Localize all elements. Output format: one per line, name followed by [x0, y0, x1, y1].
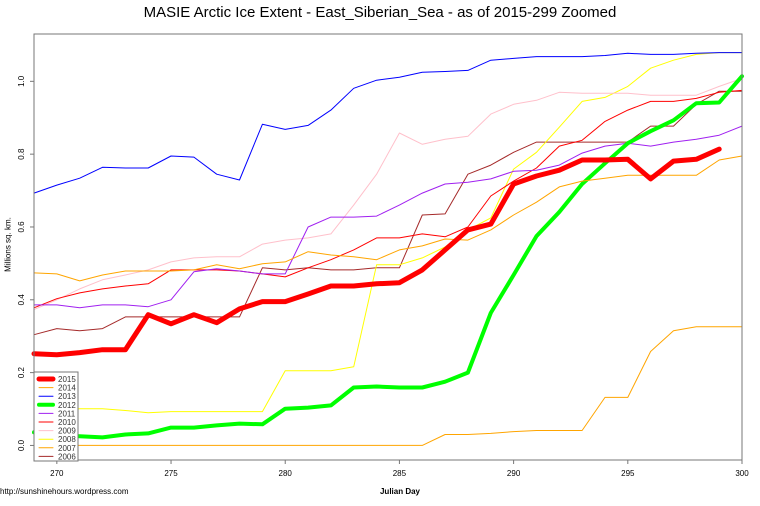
legend-label-2013: 2013 — [58, 392, 76, 401]
legend-label-2012: 2012 — [58, 401, 76, 410]
y-tick-label: 0.6 — [17, 221, 26, 233]
legend-label-2008: 2008 — [58, 435, 76, 444]
x-tick-label: 275 — [164, 469, 178, 478]
y-tick-label: 1.0 — [17, 75, 26, 87]
series-line-2006 — [33, 90, 743, 336]
x-tick-label: 280 — [279, 469, 293, 478]
x-tick-label: 290 — [507, 469, 521, 478]
y-tick-label: 0.2 — [17, 367, 26, 379]
plot-frame — [33, 33, 743, 461]
x-tick-label: 300 — [735, 469, 749, 478]
y-tick-label: 0.4 — [17, 294, 26, 306]
series-line-2008 — [33, 52, 743, 414]
source-url[interactable]: http://sunshinehours.wordpress.com — [0, 487, 129, 496]
legend-box — [33, 371, 79, 462]
legend-label-2010: 2010 — [58, 418, 76, 427]
series-line-2011 — [33, 125, 743, 309]
x-tick-label: 270 — [50, 469, 64, 478]
legend-label-2015: 2015 — [58, 375, 76, 384]
series-line-2014 — [33, 155, 743, 282]
y-tick-label: 0.8 — [17, 148, 26, 160]
legend-label-2009: 2009 — [58, 427, 76, 436]
series-line-2013 — [33, 52, 743, 194]
series-line-2012 — [32, 74, 744, 440]
series-lines — [31, 52, 744, 446]
axes: 270 275 280 285 290 295 300 0.0 0.2 0.4 0.6 0.8 1.0 — [17, 33, 749, 478]
series-line-2010 — [33, 89, 743, 309]
x-axis-label: Julian Day — [379, 487, 420, 496]
series-line-2015 — [31, 146, 722, 358]
x-tick-label: 285 — [393, 469, 407, 478]
legend-label-2007: 2007 — [58, 444, 76, 453]
legend-label-2011: 2011 — [58, 409, 76, 418]
legend-label-2006: 2006 — [58, 452, 76, 461]
series-line-2009 — [33, 77, 743, 311]
y-tick-label: 0.0 — [17, 439, 26, 451]
x-tick-label: 295 — [621, 469, 635, 478]
series-line-2007 — [33, 326, 743, 446]
legend-label-2014: 2014 — [58, 384, 76, 393]
chart-title: MASIE Arctic Ice Extent - East_Siberian_… — [143, 4, 617, 21]
